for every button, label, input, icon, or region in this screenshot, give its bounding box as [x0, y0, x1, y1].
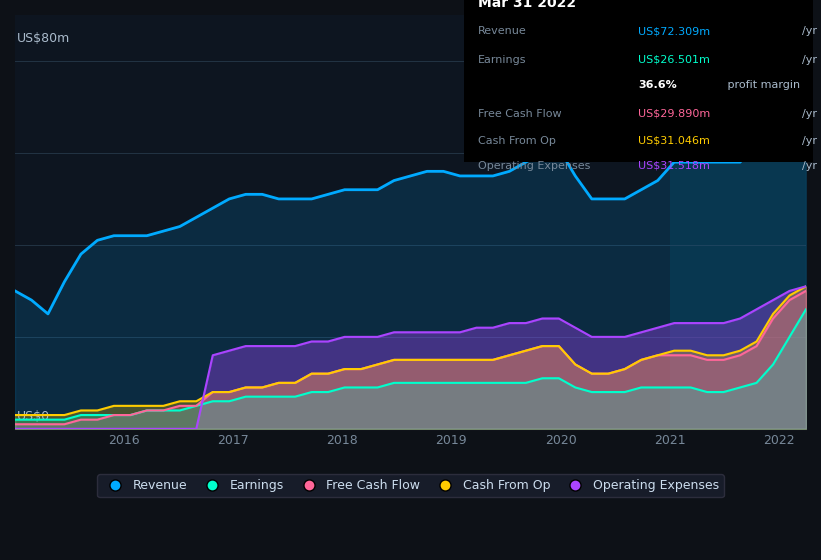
Legend: Revenue, Earnings, Free Cash Flow, Cash From Op, Operating Expenses: Revenue, Earnings, Free Cash Flow, Cash …: [97, 474, 724, 497]
Text: /yr: /yr: [802, 161, 818, 171]
Text: /yr: /yr: [802, 26, 818, 36]
Text: Mar 31 2022: Mar 31 2022: [478, 0, 576, 10]
Text: profit margin: profit margin: [724, 80, 800, 90]
Text: Free Cash Flow: Free Cash Flow: [478, 109, 562, 119]
Text: Cash From Op: Cash From Op: [478, 136, 556, 146]
Text: US$26.501m: US$26.501m: [639, 55, 710, 65]
Text: US$31.046m: US$31.046m: [639, 136, 710, 146]
Text: US$80m: US$80m: [17, 31, 71, 45]
Text: /yr: /yr: [802, 109, 818, 119]
Text: Operating Expenses: Operating Expenses: [478, 161, 590, 171]
Text: /yr: /yr: [802, 55, 818, 65]
Text: Earnings: Earnings: [478, 55, 526, 65]
Text: US$0: US$0: [17, 409, 51, 423]
Text: 36.6%: 36.6%: [639, 80, 677, 90]
Text: /yr: /yr: [802, 136, 818, 146]
Bar: [670, 15, 806, 429]
Text: Revenue: Revenue: [478, 26, 526, 36]
Text: US$29.890m: US$29.890m: [639, 109, 711, 119]
Text: US$72.309m: US$72.309m: [639, 26, 710, 36]
Text: US$31.518m: US$31.518m: [639, 161, 710, 171]
